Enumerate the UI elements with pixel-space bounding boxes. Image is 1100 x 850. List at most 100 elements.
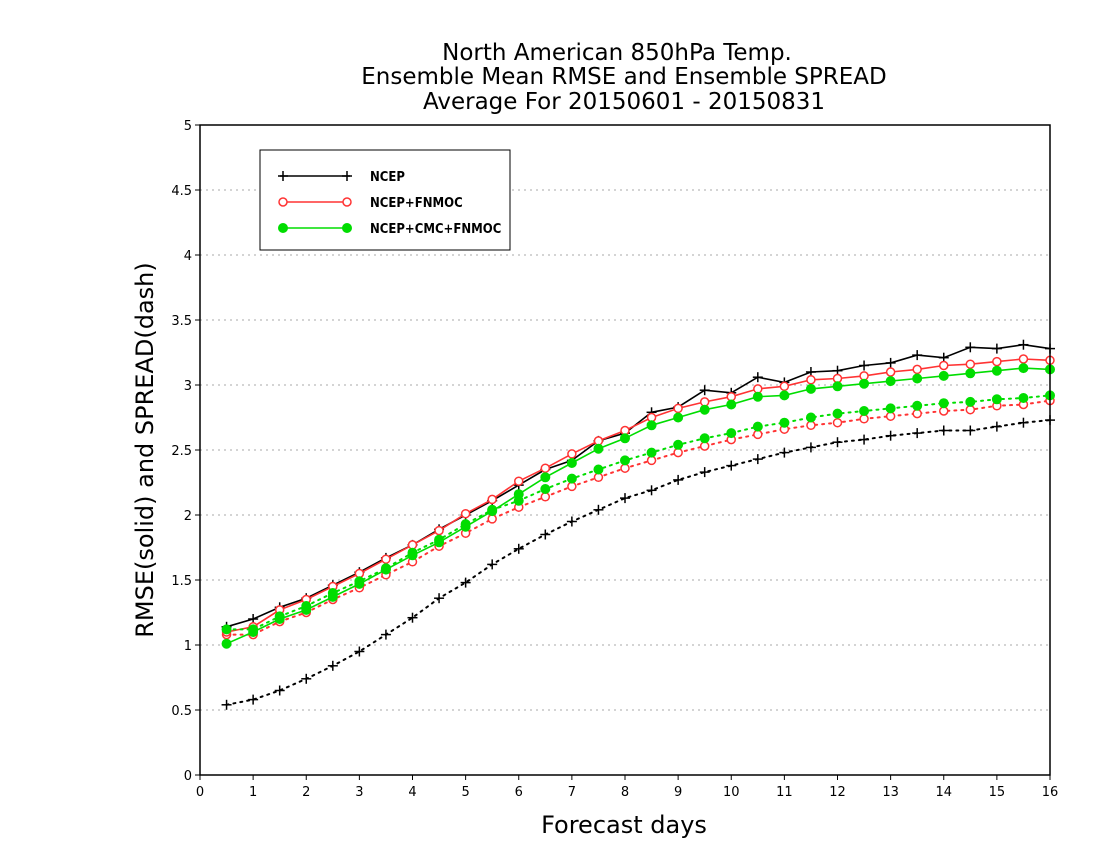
spread-point-ncep-cmc-fnmoc — [593, 464, 604, 475]
spread-point-ncep-cmc-fnmoc — [673, 439, 684, 450]
legend-marker-start-ncep-fnmoc — [278, 197, 288, 207]
spread-point-ncep-fnmoc — [699, 441, 710, 451]
rmse-point-ncep-cmc-fnmoc — [540, 472, 551, 483]
rmse-point-ncep — [912, 350, 923, 361]
rmse-point-ncep-cmc-fnmoc — [779, 390, 790, 401]
spread-point-ncep-fnmoc — [885, 411, 896, 421]
spread-point-ncep-cmc-fnmoc — [859, 406, 870, 416]
legend-entry-ncep: NCEP — [278, 170, 405, 185]
rmse-point-ncep-fnmoc — [885, 367, 896, 377]
spread-point-ncep-fnmoc — [912, 408, 922, 419]
y-tick-label-0: 0 — [184, 769, 192, 784]
spread-point-ncep-cmc-fnmoc — [752, 421, 763, 432]
x-tick-label-14: 14 — [935, 785, 952, 800]
spread-point-ncep — [938, 425, 949, 436]
rmse-point-ncep-fnmoc — [381, 554, 391, 564]
spread-point-ncep — [912, 428, 923, 439]
x-tick-label-6: 6 — [515, 785, 523, 800]
y-tick-label-4: 2 — [184, 509, 192, 524]
rmse-point-ncep-fnmoc — [540, 463, 551, 473]
rmse-line-ncep — [226, 343, 1051, 628]
legend-marker-end-ncep-cmc-fnmoc — [342, 223, 352, 233]
spread-point-ncep-cmc-fnmoc — [646, 447, 657, 458]
rmse-point-ncep — [965, 342, 976, 353]
rmse-point-ncep-cmc-fnmoc — [699, 404, 710, 415]
rmse-point-ncep-cmc-fnmoc — [726, 399, 737, 410]
rmse-point-ncep-fnmoc — [673, 403, 683, 414]
x-tick-label-2: 2 — [302, 785, 310, 800]
rmse-point-ncep-cmc-fnmoc — [1018, 363, 1029, 374]
rmse-point-ncep-cmc-fnmoc — [513, 489, 524, 500]
spread-point-ncep-fnmoc — [832, 417, 843, 428]
rmse-point-ncep-cmc-fnmoc — [593, 443, 604, 454]
rmse-point-ncep-fnmoc — [806, 375, 816, 385]
legend-box — [259, 149, 511, 251]
rmse-point-ncep-cmc-fnmoc — [566, 458, 577, 468]
rmse-point-ncep-cmc-fnmoc — [885, 376, 896, 387]
spread-point-ncep — [301, 673, 312, 684]
rmse-point-ncep-fnmoc — [699, 397, 710, 407]
y-tick-label-7: 3.5 — [171, 314, 192, 329]
spread-point-ncep — [380, 629, 391, 640]
spread-point-ncep-fnmoc — [487, 514, 497, 524]
legend-label-ncep-fnmoc: NCEP+FNMOC — [370, 196, 463, 211]
x-tick-label-4: 4 — [408, 785, 416, 800]
rmse-point-ncep-cmc-fnmoc — [327, 591, 338, 602]
series-layer — [221, 339, 1055, 710]
spread-point-ncep — [248, 694, 259, 705]
rmse-point-ncep-cmc-fnmoc — [301, 604, 312, 615]
rmse-point-ncep-cmc-fnmoc — [673, 412, 684, 423]
rmse-point-ncep-cmc-fnmoc — [752, 391, 763, 402]
x-tick-label-13: 13 — [882, 785, 899, 800]
rmse-point-ncep-cmc-fnmoc — [407, 550, 418, 561]
legend-marker-end-ncep-fnmoc — [342, 197, 352, 207]
rmse-point-ncep-fnmoc — [460, 508, 471, 519]
rmse-point-ncep-cmc-fnmoc — [460, 521, 471, 532]
rmse-point-ncep-cmc-fnmoc — [620, 433, 630, 444]
rmse-point-ncep-cmc-fnmoc — [646, 420, 657, 431]
rmse-point-ncep-fnmoc — [593, 436, 604, 446]
legend-marker-start-ncep-cmc-fnmoc — [278, 223, 288, 233]
spread-point-ncep — [991, 421, 1002, 432]
rmse-point-ncep-fnmoc — [487, 494, 497, 505]
spread-point-ncep — [965, 425, 976, 436]
legend-label-ncep: NCEP — [370, 170, 405, 185]
rmse-point-ncep-fnmoc — [567, 449, 577, 459]
spread-point-ncep — [327, 660, 338, 671]
title-line-1: North American 850hPa Temp. — [442, 40, 792, 66]
x-tick-label-16: 16 — [1042, 785, 1059, 800]
rmse-point-ncep — [752, 372, 763, 383]
axes: 00.511.522.533.544.550 1 2 3 4 5 6 7 8 9 10 11 12 13 1… — [171, 119, 1058, 800]
y-tick-label-9: 4.5 — [171, 184, 192, 199]
spread-point-ncep — [832, 437, 843, 448]
y-tick-label-6: 3 — [184, 379, 192, 394]
spread-point-ncep — [805, 442, 816, 453]
spread-point-ncep — [752, 454, 763, 465]
rmse-point-ncep-cmc-fnmoc — [965, 368, 976, 379]
rmse-point-ncep-cmc-fnmoc — [274, 614, 285, 624]
spread-point-ncep — [354, 646, 365, 657]
spread-line-ncep-fnmoc — [225, 399, 1051, 636]
spread-point-ncep-cmc-fnmoc — [938, 398, 949, 409]
legend-marker-start-ncep — [278, 171, 288, 181]
spread-point-ncep-cmc-fnmoc — [885, 403, 896, 414]
x-tick-label-12: 12 — [829, 785, 846, 800]
x-tick-label-15: 15 — [989, 785, 1006, 800]
spread-line-ncep-cmc-fnmoc — [225, 394, 1051, 631]
spread-point-ncep — [407, 612, 418, 623]
title-line-2: Ensemble Mean RMSE and Ensemble SPREAD — [361, 64, 886, 90]
y-tick-label-8: 4 — [184, 249, 192, 264]
spread-point-ncep-cmc-fnmoc — [221, 624, 232, 635]
spread-point-ncep-cmc-fnmoc — [540, 484, 551, 494]
spread-point-ncep — [885, 430, 896, 441]
spread-point-ncep-cmc-fnmoc — [566, 473, 577, 484]
legend-marker-end-ncep — [342, 171, 352, 181]
spread-point-ncep-cmc-fnmoc — [726, 428, 737, 439]
spread-point-ncep — [221, 699, 232, 710]
rmse-point-ncep-cmc-fnmoc — [832, 381, 843, 392]
rmse-point-ncep-cmc-fnmoc — [938, 370, 949, 381]
rmse-point-ncep-cmc-fnmoc — [912, 373, 923, 384]
x-axis-label: Forecast days — [541, 811, 707, 839]
rmse-point-ncep-cmc-fnmoc — [248, 627, 259, 637]
